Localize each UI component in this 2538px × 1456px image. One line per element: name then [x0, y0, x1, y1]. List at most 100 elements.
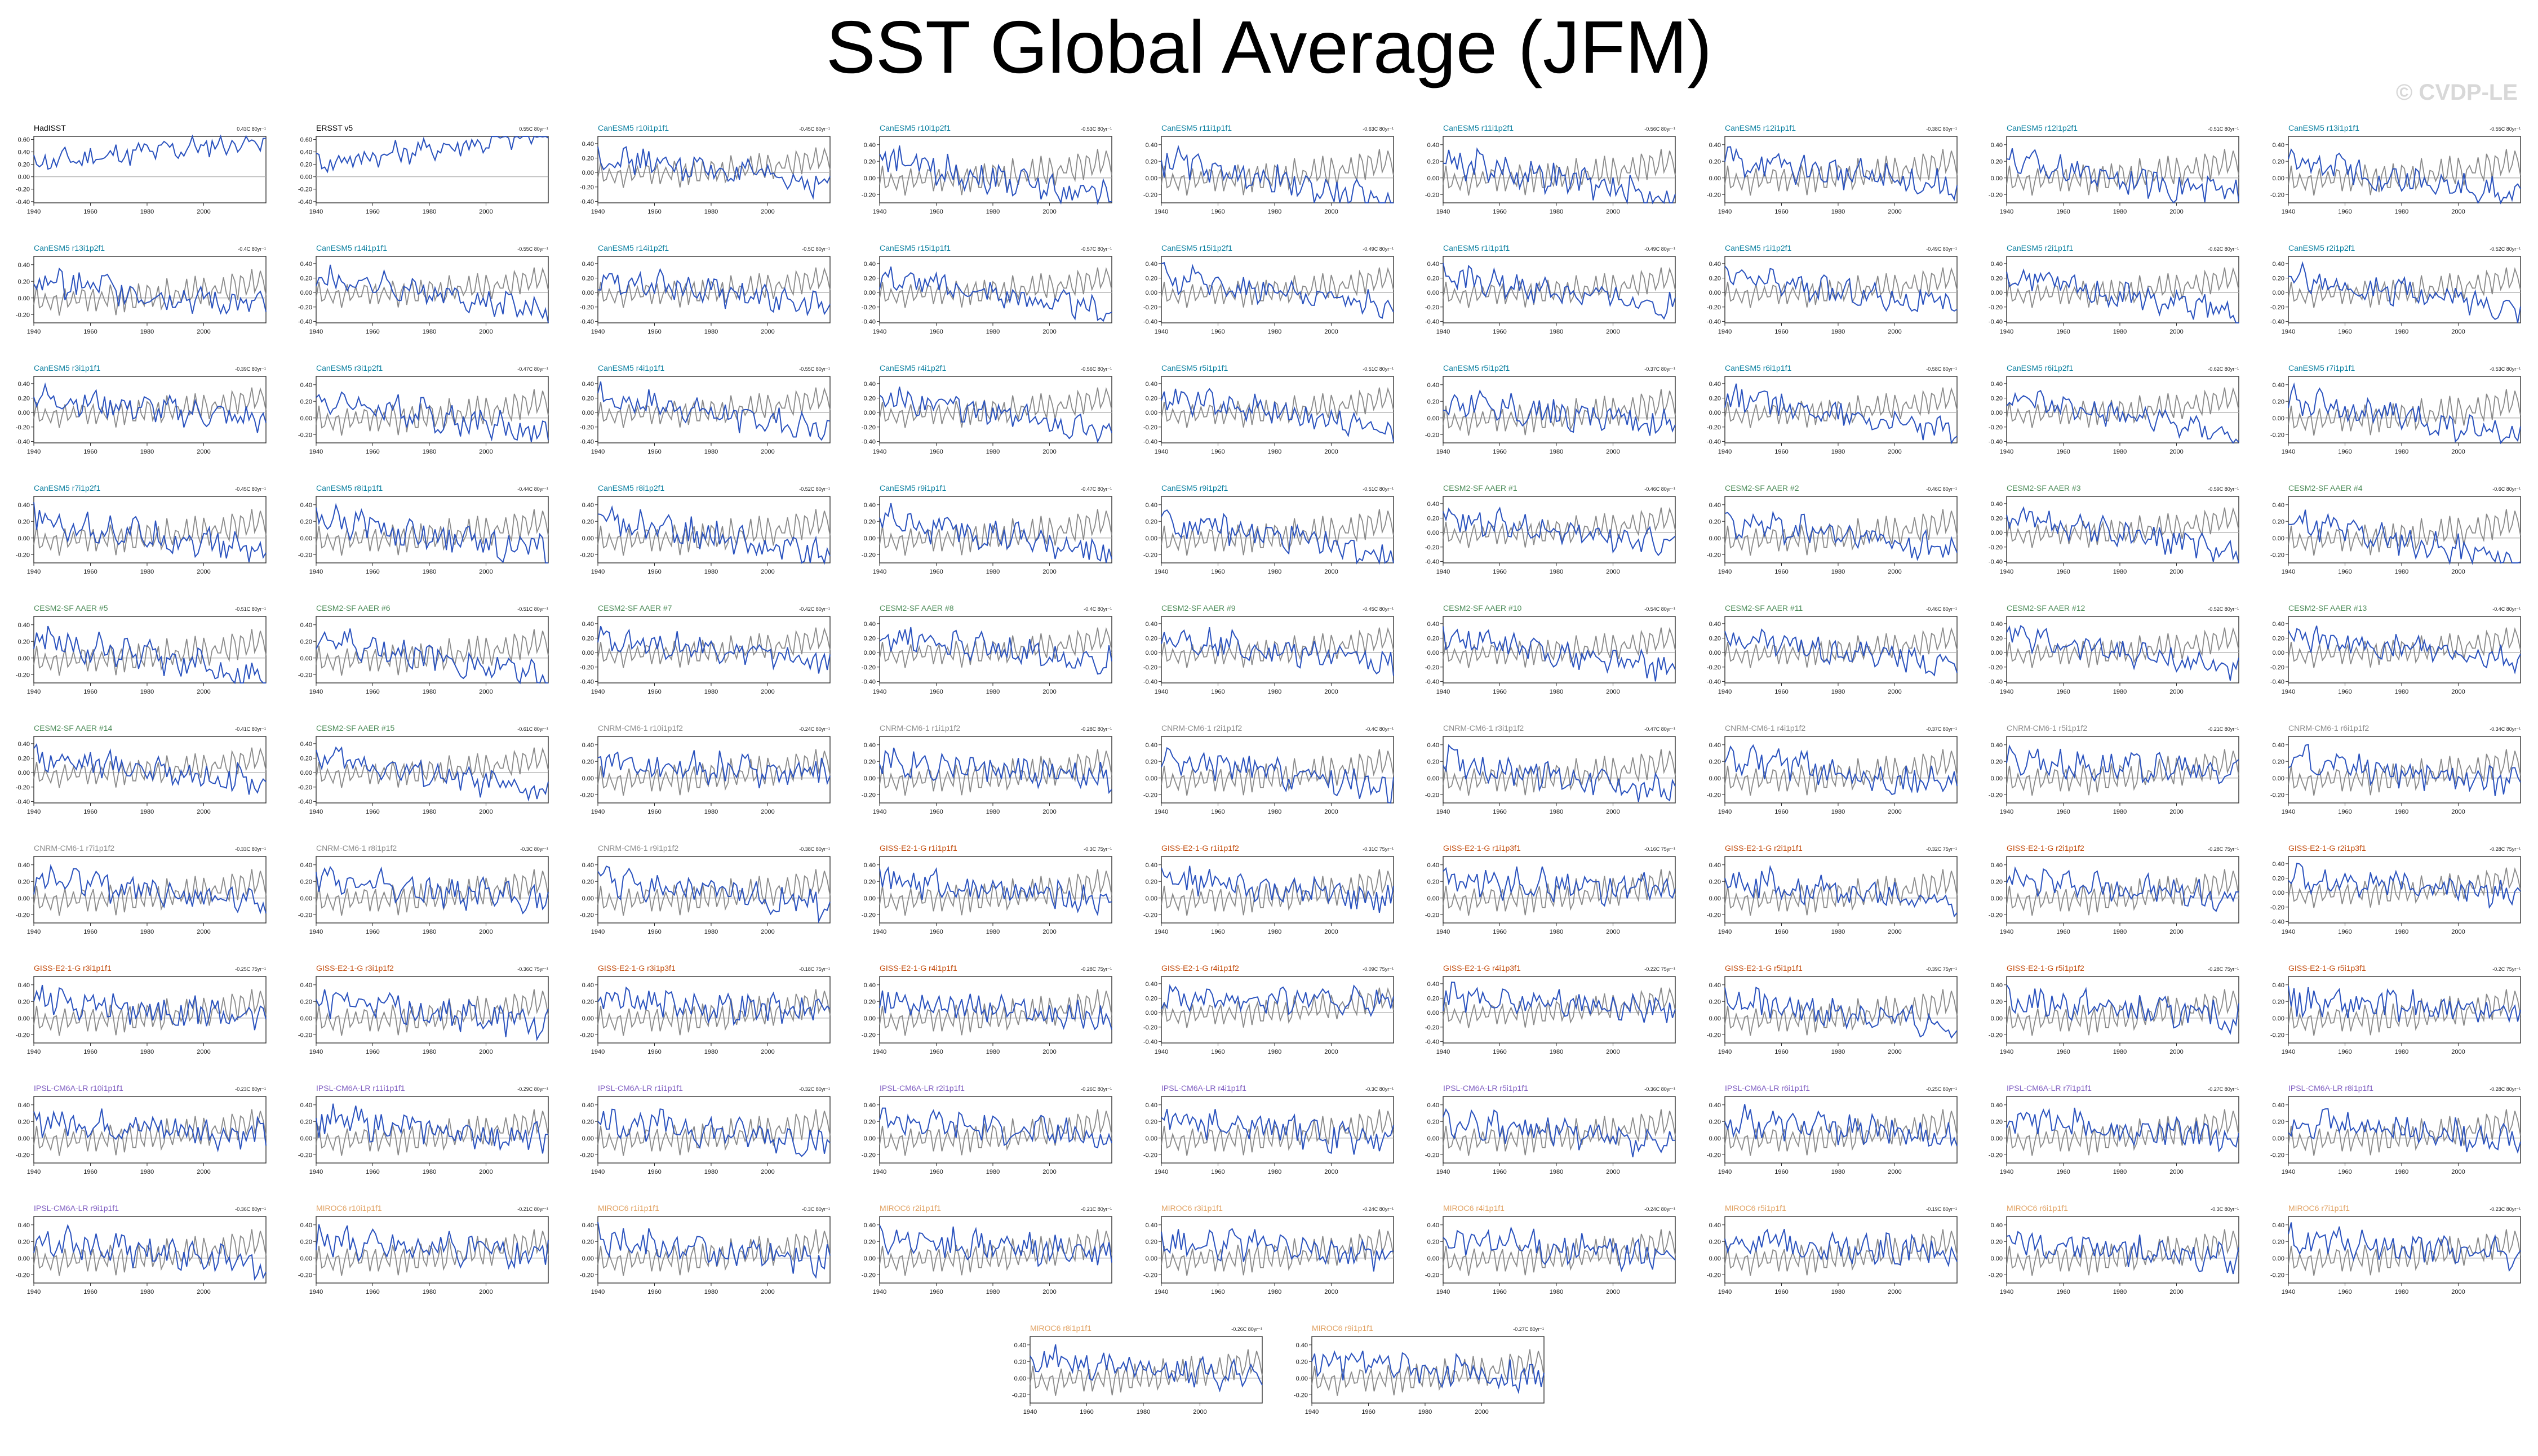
y-tick-label: 0.20 [18, 998, 30, 1005]
x-tick-label: 1980 [704, 689, 718, 695]
model-line [1030, 1344, 1263, 1393]
panel: CanESM5 r12i1p1f1 -0.38C 80yr⁻¹ 0.40 0.20 0.… [1707, 123, 1958, 215]
plot-frame [1443, 976, 1676, 1044]
x-tick-label: 1940 [873, 449, 886, 455]
plot-frame [1161, 976, 1394, 1044]
x-tick-label: 1960 [929, 1289, 943, 1295]
panel-title: GISS-E2-1-G r1i1p1f1 [880, 844, 957, 853]
x-tick-label: 1960 [366, 449, 379, 455]
plot-frame [2006, 256, 2239, 323]
plot-frame [597, 976, 831, 1044]
y-tick-label: -0.40 [1425, 678, 1439, 685]
panel-title: CESM2-SF AAER #4 [2288, 483, 2363, 492]
y-tick-label: 0.00 [2273, 1135, 2284, 1142]
observations-line [33, 747, 267, 788]
panel: CanESM5 r15i1p1f1 -0.57C 80yr⁻¹ 0.40 0.20 0.… [862, 243, 1112, 335]
y-tick-label: 0.00 [300, 1015, 312, 1022]
panel-trend-label: -0.36C 75yr⁻¹ [517, 966, 548, 972]
x-tick-label: 1940 [1023, 1409, 1037, 1415]
y-tick-label: 0.00 [1427, 1255, 1439, 1262]
x-tick-label: 1960 [366, 1169, 379, 1175]
y-tick-label: -0.20 [2270, 304, 2284, 311]
y-tick-label: -0.40 [298, 318, 312, 325]
y-tick-label: -0.20 [2270, 904, 2284, 911]
plot-frame [1161, 136, 1394, 203]
panel: GISS-E2-1-G r1i1p1f2 -0.31C 75yr⁻¹ 0.40 0.2… [1143, 844, 1394, 935]
panel-title: CanESM5 r15i1p2f1 [1161, 243, 1232, 252]
x-tick-label: 1980 [704, 809, 718, 815]
observations-line [316, 989, 549, 1036]
panel-title: CanESM5 r14i1p1f1 [316, 243, 387, 252]
panel-title: CESM2-SF AAER #6 [316, 603, 391, 612]
x-tick-label: 1960 [1774, 1049, 1788, 1055]
x-tick-label: 2000 [479, 329, 492, 335]
x-tick-label: 1960 [647, 329, 661, 335]
x-tick-label: 1980 [704, 1049, 718, 1055]
x-tick-label: 2000 [761, 569, 774, 575]
panel-title: CESM2-SF AAER #9 [1161, 603, 1236, 612]
y-tick-label: 0.00 [2273, 290, 2284, 296]
x-tick-label: 1960 [83, 1169, 97, 1175]
y-tick-label: 0.40 [18, 982, 30, 989]
y-tick-label: -0.40 [1707, 438, 1721, 445]
y-tick-label: 0.20 [1146, 1239, 1157, 1245]
panel-trend-label: -0.25C 80yr⁻¹ [1926, 1086, 1957, 1092]
x-tick-label: 2000 [197, 449, 210, 455]
model-line [2006, 866, 2239, 912]
panel-title: IPSL-CM6A-LR r8i1p1f1 [2288, 1084, 2373, 1093]
panel: IPSL-CM6A-LR r8i1p1f1 -0.28C 80yr⁻¹ 0.40 0.… [2270, 1084, 2521, 1175]
x-tick-label: 1980 [140, 809, 154, 815]
plot-frame [597, 1096, 831, 1164]
panel-trend-label: 0.43C 80yr⁻¹ [237, 126, 266, 132]
panel-title: CanESM5 r13i1p1f1 [2288, 123, 2359, 132]
x-tick-label: 2000 [479, 1289, 492, 1295]
y-tick-label: -0.20 [1143, 792, 1157, 798]
y-tick-label: 0.40 [1991, 142, 2003, 149]
y-tick-label: 0.00 [18, 174, 30, 181]
x-tick-label: 1960 [1774, 449, 1788, 455]
y-tick-label: 0.00 [864, 1255, 876, 1262]
model-line [33, 864, 267, 915]
y-tick-label: -0.20 [1143, 1152, 1157, 1158]
observations-line [879, 989, 1112, 1036]
panel-trend-label: -0.47C 80yr⁻¹ [1081, 486, 1112, 492]
y-tick-label: 0.40 [2273, 1222, 2284, 1229]
panel: CESM2-SF AAER #5 -0.51C 80yr⁻¹ 0.40 0.20 0.0… [16, 603, 267, 695]
x-tick-label: 1980 [986, 1049, 1000, 1055]
panel: GISS-E2-1-G r3i1p1f1 -0.25C 75yr⁻¹ 0.40 0.2… [16, 964, 267, 1055]
y-tick-label: 0.00 [1014, 1375, 1026, 1382]
y-tick-label: 0.00 [1709, 1255, 1721, 1262]
y-tick-label: -0.20 [580, 424, 594, 431]
x-tick-label: 1980 [423, 1049, 436, 1055]
model-line [316, 264, 549, 323]
y-tick-label: 0.00 [582, 170, 594, 176]
y-tick-label: 0.40 [1014, 1342, 1026, 1349]
y-tick-label: 0.20 [2273, 875, 2284, 882]
y-tick-label: 0.20 [1427, 275, 1439, 282]
panel: ERSST v5 0.55C 80yr⁻¹ 0.60 0.40 0.20 0.00 -0.2… [298, 123, 549, 215]
y-tick-label: 0.40 [18, 381, 30, 388]
model-line [1443, 744, 1676, 802]
plot-frame [597, 736, 831, 804]
x-tick-label: 1940 [1155, 1289, 1168, 1295]
x-tick-label: 2000 [1888, 929, 1901, 935]
panel: CESM2-SF AAER #9 -0.45C 80yr⁻¹ 0.40 0.20 0.0… [1143, 603, 1394, 695]
model-line [1443, 1108, 1675, 1157]
x-tick-label: 1940 [2000, 1049, 2013, 1055]
panel-trend-label: -0.49C 80yr⁻¹ [1363, 246, 1394, 252]
x-tick-label: 1940 [1718, 449, 1732, 455]
x-tick-label: 2000 [2169, 929, 2183, 935]
model-line [1161, 1108, 1394, 1155]
x-tick-label: 2000 [1042, 1049, 1056, 1055]
y-tick-label: -0.20 [1989, 424, 2003, 431]
y-tick-label: -0.40 [2270, 678, 2284, 685]
y-tick-label: -0.20 [2270, 664, 2284, 671]
x-tick-label: 1960 [1211, 809, 1224, 815]
y-tick-label: -0.20 [1143, 304, 1157, 311]
x-tick-label: 1940 [2282, 569, 2295, 575]
y-tick-label: 0.00 [582, 1015, 594, 1022]
panel: CESM2-SF AAER #6 -0.51C 80yr⁻¹ 0.40 0.20 0.0… [298, 603, 549, 695]
y-tick-label: 0.00 [1146, 1135, 1157, 1142]
panel: CanESM5 r14i1p2f1 -0.5C 80yr⁻¹ 0.40 0.20 0.0… [580, 243, 831, 335]
